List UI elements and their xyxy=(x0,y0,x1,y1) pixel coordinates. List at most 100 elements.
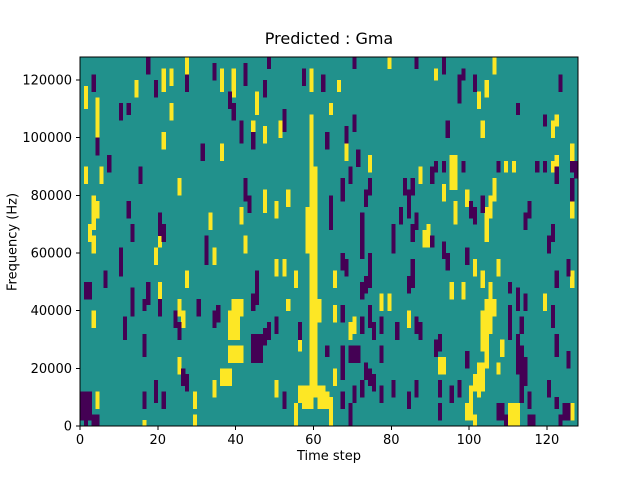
heatmap-cell-low xyxy=(391,379,396,398)
heatmap-cell-low xyxy=(527,391,532,409)
heatmap-cell-high xyxy=(511,402,516,427)
heatmap-cell-low xyxy=(325,345,330,358)
heatmap-cell-low xyxy=(515,103,520,115)
heatmap-cell-low xyxy=(562,402,567,421)
heatmap-cell-high xyxy=(426,224,431,248)
heatmap-cell-high xyxy=(484,206,489,242)
heatmap-cell-high xyxy=(480,310,485,352)
x-tick-label: 100 xyxy=(457,433,482,448)
heatmap-cell-high xyxy=(507,402,513,427)
heatmap-cell-low xyxy=(340,391,345,409)
heatmap-cell-high xyxy=(449,281,454,300)
heatmap-cell-low xyxy=(441,160,446,173)
heatmap-cell-high xyxy=(476,362,481,398)
heatmap-cell-high xyxy=(282,258,287,277)
heatmap-cell-low xyxy=(500,402,505,421)
heatmap-cell-high xyxy=(332,304,338,323)
heatmap-cell-low xyxy=(103,270,108,288)
heatmap-cell-high xyxy=(305,385,310,409)
heatmap-cell-high xyxy=(480,270,485,288)
heatmap-cell-low xyxy=(465,351,470,369)
heatmap-cell-low xyxy=(196,299,201,317)
heatmap-cell-high xyxy=(465,189,470,208)
y-tick-label: 100000 xyxy=(22,131,72,146)
heatmap-cell-high xyxy=(570,402,575,421)
heatmap-cell-high xyxy=(227,345,232,363)
x-tick-label: 60 xyxy=(305,433,322,448)
heatmap-cell-low xyxy=(550,224,555,242)
heatmap-cell-low xyxy=(258,333,264,363)
heatmap-cell-low xyxy=(523,212,528,231)
heatmap-cell-high xyxy=(181,310,186,329)
heatmap-cell-low xyxy=(507,304,513,340)
heatmap-cell-low xyxy=(231,103,236,121)
heatmap-cell-low xyxy=(434,339,439,358)
heatmap-cell-low xyxy=(406,391,411,409)
heatmap-cell-low xyxy=(414,379,419,398)
heatmap-cell-low xyxy=(146,281,151,306)
heatmap-cell-high xyxy=(185,57,190,75)
heatmap-cell-low xyxy=(472,206,478,225)
heatmap-cell-high xyxy=(496,362,501,375)
heatmap-cell-high xyxy=(387,57,392,69)
heatmap-cell-high xyxy=(480,120,485,138)
heatmap-cell-low xyxy=(507,281,513,294)
heatmap-cell-low xyxy=(247,195,252,213)
heatmap-cell-high xyxy=(293,402,299,427)
heatmap-cell-low xyxy=(161,391,166,409)
heatmap-cell-low xyxy=(406,189,411,219)
heatmap-cell-high xyxy=(488,195,493,219)
x-tick-label: 0 xyxy=(76,433,84,448)
heatmap-cell-low xyxy=(469,201,474,219)
heatmap-cell-low xyxy=(527,414,532,427)
heatmap-cell-low xyxy=(153,379,159,404)
heatmap-cell-high xyxy=(449,155,454,190)
heatmap-cell-low xyxy=(371,374,376,392)
heatmap-cell-high xyxy=(329,397,334,427)
heatmap-cell-high xyxy=(169,68,174,87)
heatmap-cell-high xyxy=(550,160,555,173)
heatmap-cell-high xyxy=(161,68,166,92)
heatmap-cell-low xyxy=(146,57,151,75)
heatmap-cell-low xyxy=(402,178,408,196)
heatmap-cell-low xyxy=(367,304,373,329)
heatmap-cell-high xyxy=(484,80,489,98)
heatmap-cell-low xyxy=(297,322,303,340)
heatmap-cell-high xyxy=(239,299,244,317)
heatmap-cell-low xyxy=(138,166,143,185)
heatmap-cell-low xyxy=(519,345,524,404)
heatmap-cell-high xyxy=(441,356,446,375)
heatmap-cell-high xyxy=(239,206,244,225)
heatmap-cell-low xyxy=(87,281,92,300)
plot-border xyxy=(79,56,579,427)
y-axis-label: Frequency (Hz) xyxy=(5,192,21,292)
heatmap-cell-high xyxy=(83,166,89,185)
heatmap-cell-low xyxy=(266,322,271,340)
heatmap-cell-low xyxy=(251,131,256,150)
heatmap-cell-low xyxy=(95,137,100,156)
heatmap-cell-high xyxy=(212,247,217,265)
heatmap-cell-low xyxy=(157,299,162,317)
x-tick-label: 120 xyxy=(534,433,559,448)
y-tick-label: 40000 xyxy=(31,304,72,319)
heatmap-cell-low xyxy=(161,224,166,242)
heatmap-cell-high xyxy=(348,322,353,340)
heatmap-cell-high xyxy=(293,270,299,288)
heatmap-cell-low xyxy=(523,293,528,311)
heatmap-cell-high xyxy=(91,310,96,329)
heatmap-cell-high xyxy=(437,356,443,375)
heatmap-cell-low xyxy=(570,160,575,173)
heatmap-cell-high xyxy=(321,385,326,409)
heatmap-cell-low xyxy=(360,281,365,300)
x-tick-label: 20 xyxy=(150,433,167,448)
heatmap-cell-low xyxy=(185,374,190,392)
heatmap-cell-low xyxy=(554,333,559,358)
heatmap-cell-high xyxy=(550,120,555,138)
heatmap-cell-low xyxy=(301,68,306,87)
heatmap-cell-high xyxy=(220,368,225,386)
heatmap-cell-low xyxy=(457,74,462,104)
heatmap-cell-high xyxy=(496,258,501,277)
heatmap-cell-low xyxy=(379,345,384,363)
heatmap-cell-high xyxy=(325,391,330,409)
